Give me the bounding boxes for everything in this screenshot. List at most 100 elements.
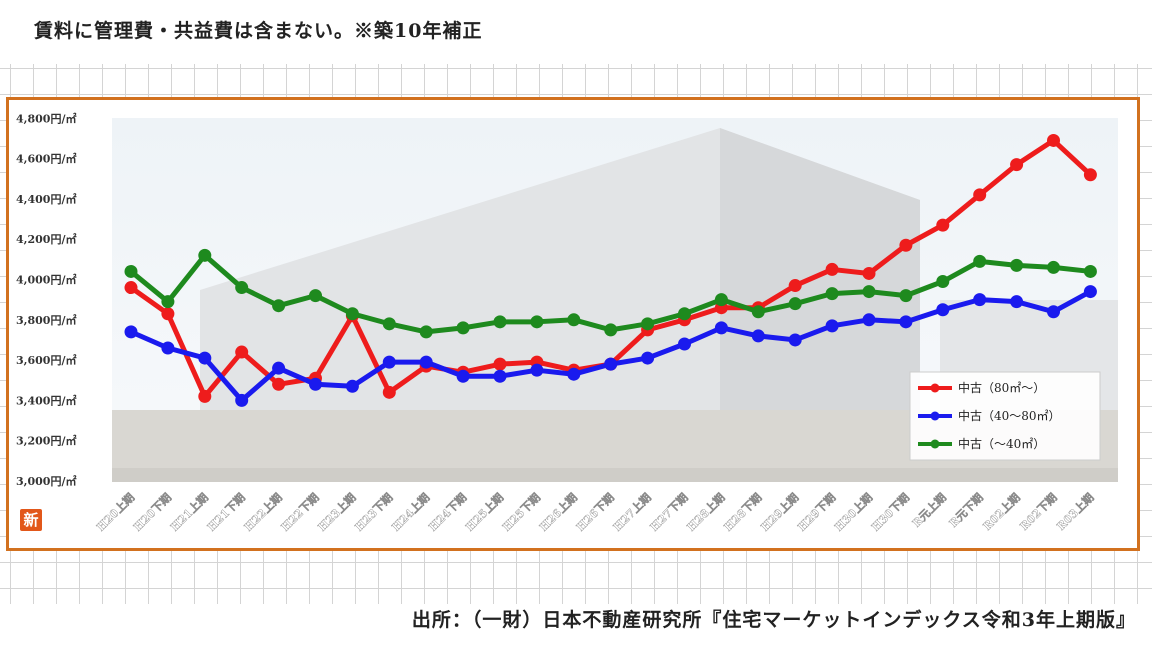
- legend-item: 中古（80㎡～）: [918, 380, 1045, 395]
- data-point: [419, 325, 433, 339]
- data-point: [382, 317, 396, 331]
- y-tick-label: 3,200円/㎡: [16, 434, 76, 448]
- series-1: [124, 285, 1097, 407]
- data-point: [899, 289, 913, 303]
- x-tick-label: H23下期: [352, 490, 396, 534]
- data-point: [382, 355, 396, 369]
- data-point: [198, 248, 212, 262]
- y-tick-label: 4,000円/㎡: [16, 273, 76, 287]
- data-point: [751, 329, 765, 343]
- y-tick-label: 4,800円/㎡: [16, 111, 76, 125]
- data-point: [751, 305, 765, 319]
- data-point: [899, 238, 913, 252]
- y-tick-label: 3,600円/㎡: [16, 353, 76, 367]
- data-point: [714, 321, 728, 335]
- legend-label: 中古（～40㎡）: [958, 436, 1045, 451]
- data-point: [493, 357, 507, 371]
- x-tick-label: H28上期: [684, 490, 728, 534]
- data-point: [1010, 158, 1024, 172]
- y-tick-label: 3,800円/㎡: [16, 313, 76, 327]
- y-tick-label: 3,000円/㎡: [16, 474, 76, 488]
- data-point: [161, 295, 175, 309]
- data-point: [1047, 260, 1060, 274]
- x-tick-label: H28下期: [721, 490, 765, 534]
- data-point: [825, 319, 839, 333]
- data-point: [1010, 295, 1024, 309]
- data-point: [862, 313, 876, 327]
- data-point: [456, 369, 470, 383]
- legend-marker: [930, 383, 940, 393]
- rent-note: 賃料に管理費・共益費は含まない。※築10年補正: [34, 20, 483, 42]
- data-point: [714, 293, 728, 307]
- x-tick-label: H21上期: [167, 490, 211, 534]
- data-point: [345, 379, 359, 393]
- data-point: [678, 307, 691, 321]
- data-point: [788, 297, 802, 311]
- data-point: [235, 393, 249, 407]
- data-point: [641, 317, 655, 331]
- data-point: [973, 188, 987, 202]
- data-point: [604, 323, 618, 337]
- data-point: [272, 377, 286, 391]
- data-point: [1083, 168, 1097, 182]
- x-tick-label: H30下期: [868, 490, 912, 534]
- data-point: [1047, 133, 1060, 147]
- legend-marker: [930, 411, 940, 421]
- data-point: [567, 367, 581, 381]
- legend-item: 中古（～40㎡）: [918, 436, 1045, 451]
- data-point: [272, 361, 286, 375]
- series-2: [124, 248, 1097, 339]
- data-point: [309, 377, 322, 391]
- data-point: [788, 279, 802, 293]
- data-point: [345, 307, 359, 321]
- x-tick-label: H30上期: [831, 490, 875, 534]
- data-point: [936, 303, 950, 317]
- y-tick-label: 4,400円/㎡: [16, 192, 76, 206]
- x-tick-label: R02下期: [1017, 490, 1060, 533]
- data-point: [198, 389, 212, 403]
- x-tick-label: H23上期: [315, 490, 359, 534]
- data-point: [124, 264, 138, 278]
- data-point: [198, 351, 212, 365]
- data-point: [309, 289, 322, 303]
- x-tick-label: H29上期: [758, 490, 802, 534]
- data-point: [641, 351, 655, 365]
- data-point: [161, 341, 175, 355]
- data-point: [530, 315, 544, 329]
- data-point: [161, 307, 175, 321]
- data-point: [124, 281, 138, 295]
- x-tick-label: H21下期: [204, 490, 248, 534]
- y-tick-label: 4,200円/㎡: [16, 232, 76, 246]
- data-point: [235, 281, 249, 295]
- data-point: [862, 266, 876, 280]
- new-badge: 新: [20, 509, 42, 531]
- y-tick-label: 4,600円/㎡: [16, 152, 76, 166]
- x-tick-label: H27下期: [647, 490, 691, 534]
- data-point: [973, 254, 987, 268]
- data-point: [1047, 305, 1060, 319]
- x-tick-label: H20上期: [93, 490, 137, 534]
- data-point: [678, 337, 691, 351]
- x-tick-label: H26下期: [573, 490, 617, 534]
- x-tick-label: R元上期: [909, 490, 949, 530]
- data-point: [493, 315, 507, 329]
- data-point: [1083, 285, 1097, 299]
- x-tick-label: R03上期: [1054, 490, 1097, 533]
- x-tick-label: H22下期: [278, 490, 322, 534]
- data-point: [419, 355, 433, 369]
- legend-item: 中古（40～80㎡）: [918, 408, 1061, 423]
- data-point: [788, 333, 802, 347]
- x-tick-label: H24下期: [426, 490, 470, 534]
- data-point: [825, 262, 839, 276]
- data-point: [936, 218, 950, 232]
- data-point: [124, 325, 138, 339]
- data-point: [973, 293, 987, 307]
- data-point: [272, 299, 286, 313]
- data-point: [382, 385, 396, 399]
- data-point: [899, 315, 913, 329]
- x-tick-label: H29下期: [795, 490, 839, 534]
- source-citation: 出所：（一財）日本不動産研究所『住宅マーケットインデックス令和3年上期版』: [411, 609, 1136, 631]
- data-point: [604, 357, 618, 371]
- data-point: [862, 285, 876, 299]
